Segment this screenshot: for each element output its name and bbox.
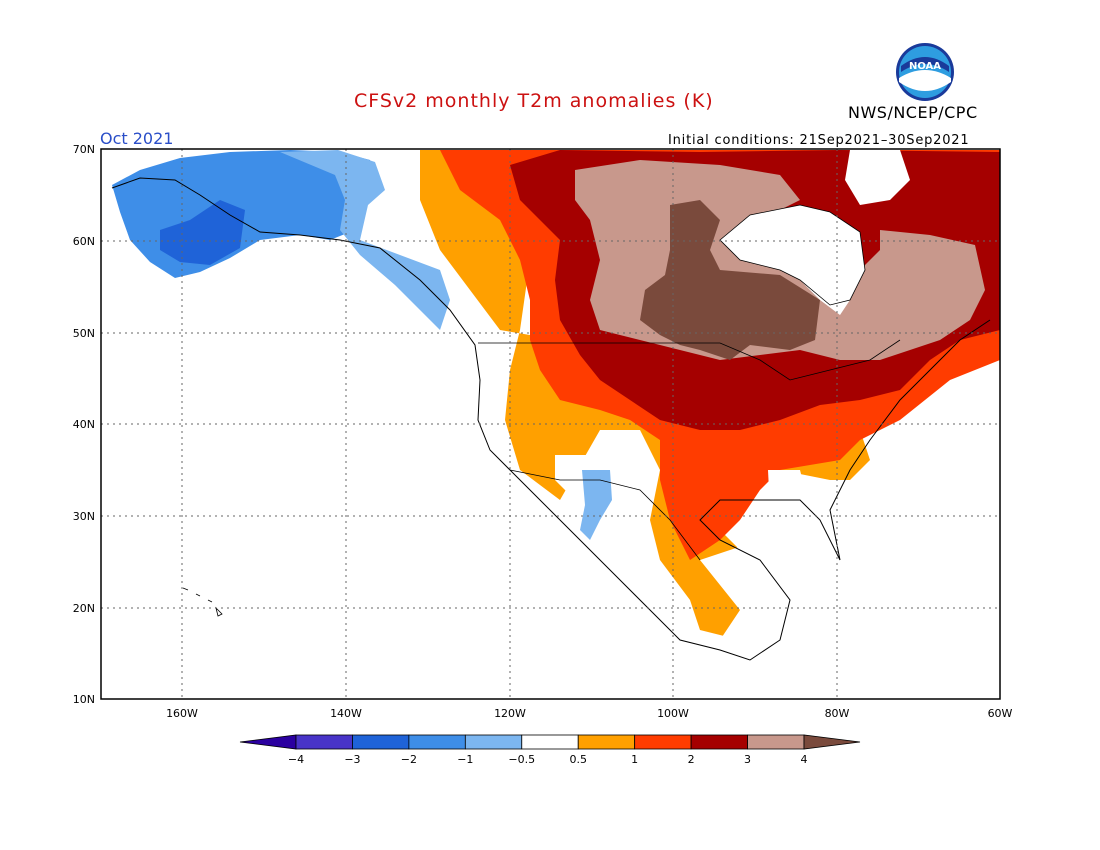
map-title: CFSv2 monthly T2m anomalies (K) — [354, 90, 714, 112]
colorbar-segment — [521, 734, 579, 750]
us-mexico-border — [509, 469, 701, 561]
gridlines — [101, 149, 1000, 699]
lat-label: 50N — [73, 327, 95, 340]
colorbar-segment — [352, 734, 410, 750]
noaa-logo-text: NOAA — [909, 61, 941, 72]
warm-region-brown — [640, 200, 820, 360]
neutral-southeast — [768, 470, 810, 520]
cold-southwest-light — [580, 470, 612, 540]
lon-label: 140W — [330, 707, 362, 720]
lat-label: 60N — [73, 235, 95, 248]
colorbar-label: 3 — [744, 753, 751, 766]
colorbar-segment — [408, 734, 466, 750]
neutral-gulf — [690, 520, 1000, 699]
lat-label: 10N — [73, 693, 95, 706]
hudson-bay-coast — [719, 204, 866, 306]
cold-region-alaska-core — [160, 200, 245, 265]
colorbar-label: −0.5 — [508, 753, 535, 766]
colorbar-segment — [634, 734, 692, 750]
lon-label: 160W — [166, 707, 198, 720]
us-canada-border — [478, 339, 901, 381]
colorbar-label: 4 — [801, 753, 808, 766]
lat-axis: 70N 60N 50N 40N 30N 20N 10N — [73, 143, 95, 706]
colorbar-label: −4 — [288, 753, 304, 766]
lat-label: 30N — [73, 510, 95, 523]
lon-label: 120W — [494, 707, 526, 720]
colorbar-segment — [577, 734, 636, 750]
hawaii — [182, 587, 223, 617]
lat-label: 70N — [73, 143, 95, 156]
colorbar-label: −2 — [401, 753, 417, 766]
colorbar-segment — [464, 734, 523, 750]
map-frame — [100, 148, 1001, 700]
lon-label: 60W — [988, 707, 1013, 720]
colorbar-label: 0.5 — [569, 753, 587, 766]
neutral-pacific — [101, 290, 690, 699]
lon-label: 80W — [825, 707, 850, 720]
colorbar-segment — [690, 734, 748, 750]
colorbar-label: 1 — [631, 753, 638, 766]
map-area — [101, 149, 1000, 699]
lon-label: 100W — [657, 707, 689, 720]
colorbar-segment — [295, 734, 353, 750]
colorbar-arrow-high — [803, 734, 861, 750]
lon-axis: 160W 140W 120W 100W 80W 60W — [166, 707, 1012, 720]
colorbar-segment — [747, 734, 805, 750]
lat-label: 40N — [73, 418, 95, 431]
colorbar-label: −1 — [457, 753, 473, 766]
colorbar-arrow-low — [239, 734, 297, 750]
colorbar-label: −3 — [344, 753, 360, 766]
cold-region-alaska-light — [280, 150, 450, 330]
organization-label: NWS/NCEP/CPC — [848, 103, 978, 122]
neutral-hudson-bay — [720, 205, 865, 315]
forecast-month: Oct 2021 — [100, 129, 174, 148]
coastline — [111, 177, 991, 661]
initial-conditions: Initial conditions: 21Sep2021–30Sep2021 — [668, 133, 970, 148]
noaa-logo: NOAA — [896, 43, 954, 101]
neutral-greenland — [845, 150, 910, 205]
colorbar: −4 −3 −2 −1 −0.5 0.5 1 2 3 4 — [239, 734, 861, 766]
colorbar-label: 2 — [688, 753, 695, 766]
lat-label: 20N — [73, 602, 95, 615]
